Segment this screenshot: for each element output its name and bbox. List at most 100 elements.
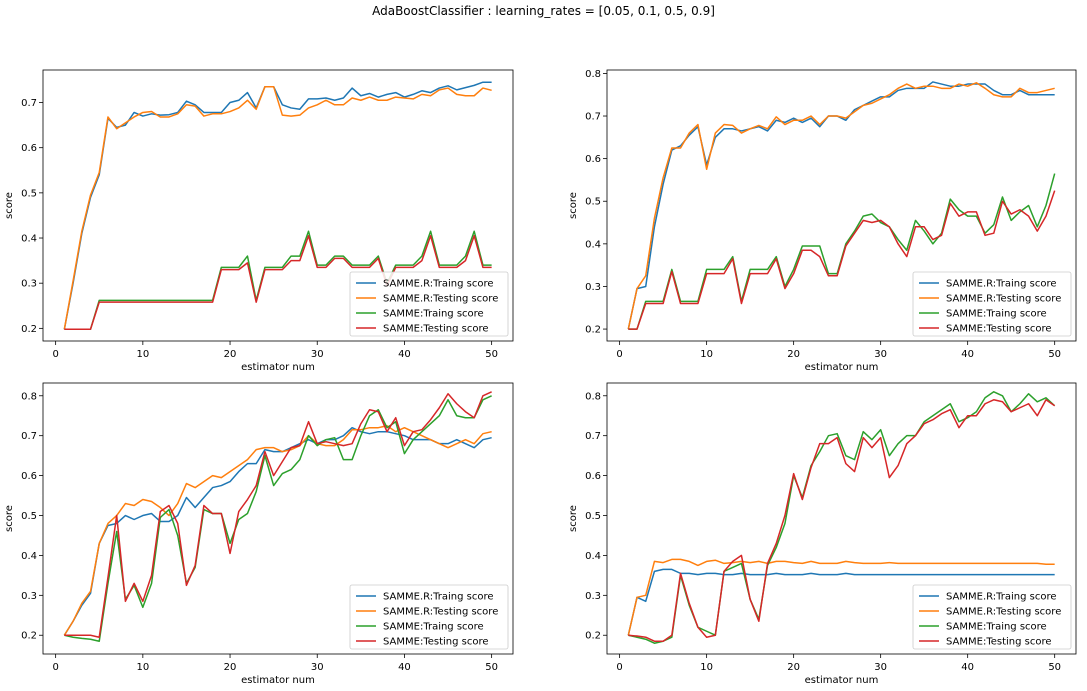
x-tick-label: 0: [52, 662, 58, 673]
x-tick-label: 30: [311, 349, 324, 360]
legend-label: SAMME:Testing score: [946, 324, 1052, 335]
legend-label: SAMME:Testing score: [383, 324, 489, 335]
y-tick-label: 0.7: [21, 431, 37, 442]
legend-label: SAMME.R:Testing score: [946, 294, 1061, 305]
figure-suptitle: AdaBoostClassifier : learning_rates = [0…: [372, 4, 715, 18]
y-axis-label: score: [568, 192, 579, 219]
legend-label: SAMME:Traing score: [946, 622, 1047, 633]
x-tick-label: 0: [52, 349, 58, 360]
x-axis-label: estimator num: [241, 675, 315, 686]
x-tick-label: 10: [700, 349, 713, 360]
legend-label: SAMME.R:Traing score: [946, 279, 1057, 290]
y-tick-label: 0.5: [21, 511, 37, 522]
y-tick-label: 0.7: [21, 98, 37, 109]
y-tick-label: 0.6: [585, 154, 601, 165]
y-tick-label: 0.3: [21, 279, 37, 290]
x-tick-label: 50: [1048, 349, 1061, 360]
series-line-2: [627, 558, 1055, 636]
x-tick-label: 0: [616, 349, 622, 360]
subplot-3: 0 10 20 30 40 50 0.2 0.3 0.4 0.5 0.6 0.7 0.8 estimato…: [4, 382, 514, 686]
y-axis-label: score: [4, 505, 15, 532]
y-tick-label: 0.4: [21, 551, 37, 562]
y-tick-label: 0.2: [585, 631, 601, 642]
series-line-4: [628, 399, 1056, 642]
y-tick-label: 0.6: [21, 143, 37, 154]
y-tick-label: 0.4: [585, 551, 601, 562]
legend-label: SAMME:Traing score: [383, 309, 484, 320]
series-line-1: [63, 426, 492, 636]
legend-label: SAMME.R:Testing score: [383, 607, 498, 618]
x-tick-label: 40: [398, 662, 411, 673]
legend: SAMME.R:Traing score SAMME.R:Testing scor…: [349, 584, 509, 650]
series-line-4: [628, 190, 1056, 330]
legend-label: SAMME:Testing score: [946, 637, 1052, 648]
series-line-4: [64, 391, 492, 638]
x-tick-label: 30: [874, 662, 887, 673]
legend: SAMME.R:Traing score SAMME.R:Testing scor…: [349, 271, 509, 337]
legend-label: SAMME.R:Traing score: [383, 279, 494, 290]
axes-frame: [42, 382, 514, 655]
x-tick-label: 10: [700, 662, 713, 673]
series-line-2: [627, 82, 1055, 330]
x-tick-label: 40: [961, 662, 974, 673]
y-tick-label: 0.5: [585, 511, 601, 522]
x-tick-label: 50: [1048, 662, 1061, 673]
y-tick-label: 0.6: [585, 471, 601, 482]
y-tick-label: 0.2: [585, 325, 601, 336]
y-tick-label: 0.8: [21, 391, 37, 402]
y-axis-label: score: [4, 192, 15, 219]
legend-label: SAMME.R:Traing score: [383, 592, 494, 603]
subplot-2: 0 10 20 30 40 50 0.2 0.3 0.4 0.5 0.6 0.7 0.8 estimato…: [568, 69, 1077, 373]
legend-label: SAMME.R:Testing score: [946, 607, 1061, 618]
legend: SAMME.R:Traing score SAMME.R:Testing scor…: [912, 584, 1072, 650]
y-tick-label: 0.3: [585, 591, 601, 602]
subplot-4: 0 10 20 30 40 50 0.2 0.3 0.4 0.5 0.6 0.7 0.8 estimato…: [568, 382, 1077, 686]
y-tick-label: 0.3: [585, 282, 601, 293]
y-tick-label: 0.2: [21, 631, 37, 642]
y-tick-label: 0.5: [21, 188, 37, 199]
series-line-4: [64, 235, 492, 331]
x-tick-label: 20: [787, 662, 800, 673]
y-tick-label: 0.5: [585, 197, 601, 208]
axes-frame: [42, 69, 514, 342]
x-tick-label: 0: [616, 662, 622, 673]
x-tick-label: 40: [961, 349, 974, 360]
axes-frame: [606, 382, 1077, 655]
legend-label: SAMME.R:Testing score: [383, 294, 498, 305]
x-tick-label: 50: [485, 349, 498, 360]
y-axis-label: score: [568, 505, 579, 532]
x-tick-label: 20: [787, 349, 800, 360]
y-tick-label: 0.2: [21, 324, 37, 335]
y-tick-label: 0.4: [585, 239, 601, 250]
y-tick-label: 0.7: [585, 112, 601, 123]
legend-box: [912, 271, 1072, 337]
x-axis-label: estimator num: [805, 675, 879, 686]
legend: SAMME.R:Traing score SAMME.R:Testing scor…: [912, 271, 1072, 337]
legend-label: SAMME:Traing score: [946, 309, 1047, 320]
legend-box: [349, 271, 509, 337]
series-line-1: [627, 568, 1055, 636]
x-tick-label: 40: [398, 349, 411, 360]
legend-label: SAMME.R:Traing score: [946, 592, 1057, 603]
legend-box: [349, 584, 509, 650]
y-tick-label: 0.3: [21, 591, 37, 602]
legend-label: SAMME:Testing score: [383, 637, 489, 648]
x-axis-label: estimator num: [241, 362, 315, 373]
subplot-1: 0 10 20 30 40 50 0.2 0.3 0.4 0.5 0.6 0.7 estimator n…: [4, 69, 514, 373]
x-tick-label: 10: [136, 662, 149, 673]
series-line-3: [64, 230, 492, 331]
y-tick-label: 0.4: [21, 234, 37, 245]
y-tick-label: 0.6: [21, 471, 37, 482]
series-line-1: [63, 81, 492, 330]
x-tick-label: 20: [224, 349, 237, 360]
x-tick-label: 20: [224, 662, 237, 673]
legend-box: [912, 584, 1072, 650]
y-tick-label: 0.8: [585, 391, 601, 402]
x-tick-label: 30: [311, 662, 324, 673]
axes-frame: [606, 69, 1077, 342]
series-line-3: [64, 395, 492, 642]
x-axis-label: estimator num: [805, 362, 879, 373]
x-tick-label: 10: [136, 349, 149, 360]
